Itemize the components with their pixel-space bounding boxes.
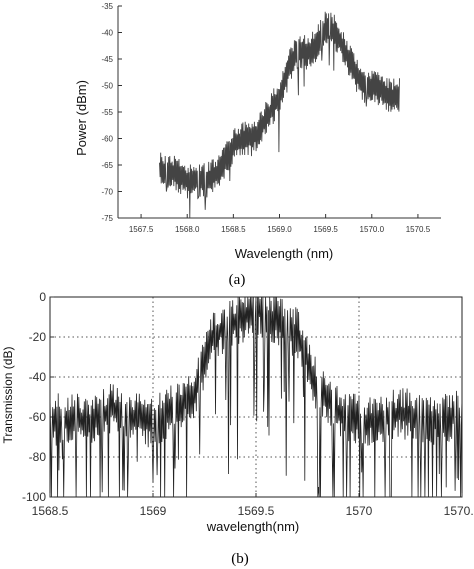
panel-a-y-tick-label: -40: [101, 28, 113, 37]
panel-b-x-axis-title: wavelength(nm): [206, 519, 300, 534]
panel-a-spectrum-line: [159, 11, 400, 218]
panel-a-x-axis-title: Wavelength (nm): [235, 246, 334, 261]
panel-a-y-tick-label: -60: [101, 134, 113, 143]
panel-a-y-tick-label: -65: [101, 161, 113, 170]
panel-a: -35 -40 -45 -50 -55 -60 -65 -70 -75 1567.5 1568.0 1…: [74, 2, 441, 288]
panel-a-plot-area: -35 -40 -45 -50 -55 -60 -65 -70 -75 1567.5 1568.0 1…: [101, 2, 441, 234]
panel-a-x-tick-label: 1569.0: [267, 225, 292, 234]
panel-a-x-tick-label: 1570.5: [406, 225, 431, 234]
panel-a-y-axis-title: Power (dBm): [74, 80, 89, 156]
panel-b-y-tick-label: -60: [29, 410, 47, 424]
panel-b-y-tick-label: -20: [29, 330, 47, 344]
panel-b-x-tick-label: 1570.5: [444, 504, 474, 518]
panel-b-y-tick-label: -40: [29, 370, 47, 384]
panel-a-x-tick-label: 1568.5: [221, 225, 246, 234]
panel-a-y-tick-label: -35: [101, 2, 113, 11]
panel-b-x-tick-label: 1569.5: [238, 504, 275, 518]
panel-b-x-tick-label: 1570: [346, 504, 373, 518]
panel-a-caption: (a): [229, 272, 246, 288]
panel-a-y-tick-label: -45: [101, 55, 113, 64]
panel-a-x-tick-label: 1569.5: [313, 225, 338, 234]
panel-a-x-tick-label: 1567.5: [129, 225, 154, 234]
panel-b-y-tick-label: -100: [22, 490, 46, 504]
panel-a-y-tick-label: -50: [101, 81, 113, 90]
panel-a-y-tick-label: -70: [101, 187, 113, 196]
panel-b-x-tick-label: 1569: [140, 504, 167, 518]
panel-a-x-tick-label: 1568.0: [175, 225, 200, 234]
panel-b-y-tick-label: 0: [39, 290, 46, 304]
panel-a-y-tick-label: -55: [101, 108, 113, 117]
panel-b-y-axis-title: Transmission (dB): [1, 347, 15, 444]
panel-b-caption: (b): [231, 551, 249, 567]
panel-b-x-tick-label: 1568.5: [32, 504, 69, 518]
panel-b-spectrum-line: [50, 297, 462, 497]
panel-b-y-tick-label: -80: [29, 450, 47, 464]
panel-a-y-tick-label: -75: [101, 214, 113, 223]
panel-a-x-tick-label: 1570.0: [360, 225, 385, 234]
